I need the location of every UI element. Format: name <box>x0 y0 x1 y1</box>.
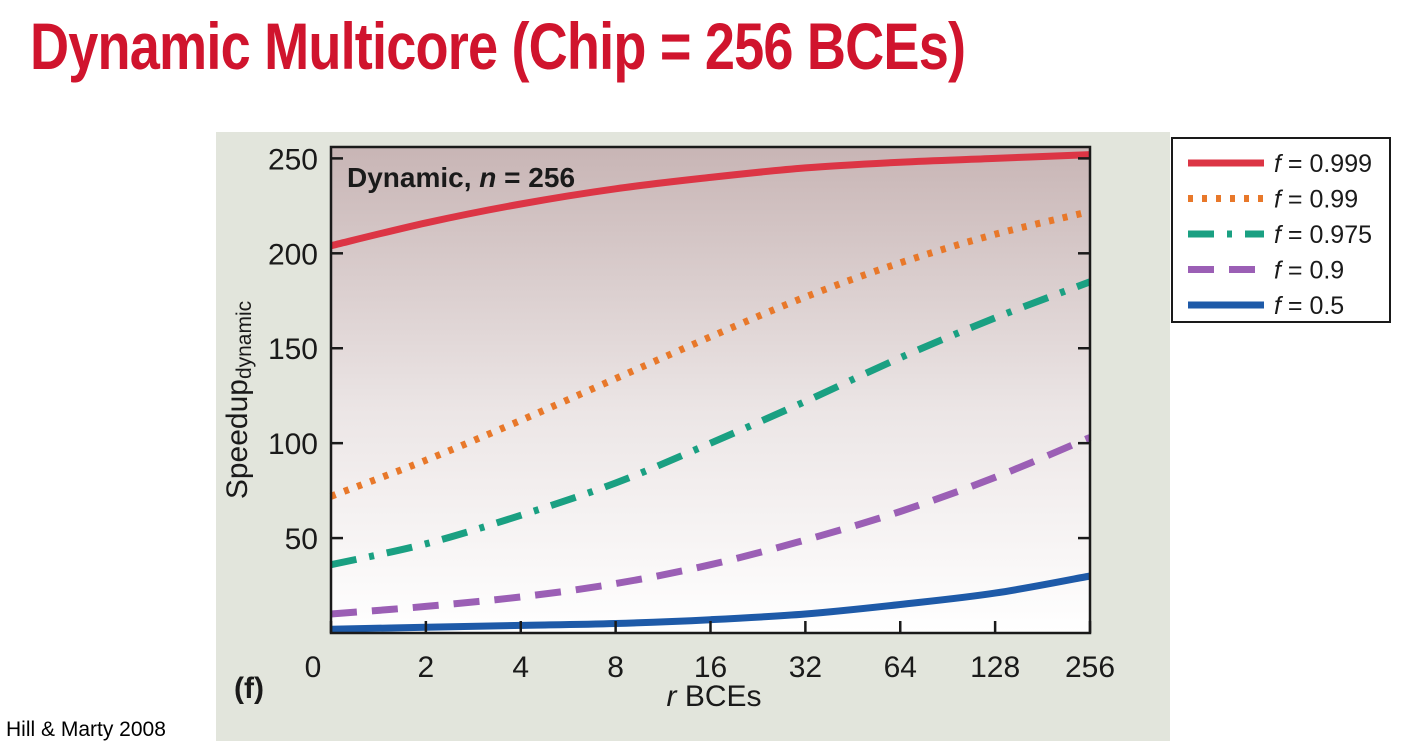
series-line-0 <box>330 151 1091 250</box>
y-tick-label-3: 200 <box>268 238 318 271</box>
panel-label: (f) <box>234 672 264 705</box>
legend-label-0: f = 0.999 <box>1274 150 1372 178</box>
legend: f = 0.999 f = 0.99 f = 0.975 f = 0.9 f = 0.5 <box>1171 137 1391 323</box>
annotation-prefix: Dynamic, <box>347 162 479 193</box>
legend-box <box>1171 137 1391 323</box>
y-tick-label-0: 50 <box>285 523 318 556</box>
annotation-suffix: = 256 <box>496 162 575 193</box>
y-tick-label-1: 100 <box>268 428 318 461</box>
x-tick-label-0: 0 <box>305 651 322 684</box>
legend-label-3: f = 0.9 <box>1274 257 1344 285</box>
x-axis-var: r <box>666 680 677 713</box>
x-tick-label-7: 128 <box>970 651 1020 684</box>
legend-label-2: f = 0.975 <box>1274 221 1372 249</box>
y-tick-label-2: 150 <box>268 333 318 366</box>
slide-title: Dynamic Multicore (Chip = 256 BCEs) <box>30 9 966 83</box>
x-axis-label: r BCEs <box>666 680 761 713</box>
x-tick-label-2: 4 <box>512 651 529 684</box>
y-axis-sub: dynamic <box>233 301 256 379</box>
y-tick-label-4: 250 <box>268 143 318 176</box>
plot-area <box>331 147 1090 633</box>
y-axis-ticks: 50 100 150 200 250 <box>268 143 1090 556</box>
legend-label-4: f = 0.5 <box>1274 292 1344 320</box>
x-axis-ticks: 0 2 4 8 16 32 64 128 256 <box>305 621 1115 684</box>
x-tick-label-3: 8 <box>607 651 624 684</box>
x-tick-label-6: 64 <box>884 651 917 684</box>
x-axis-text: BCEs <box>676 680 761 713</box>
y-axis-label: Speedupdynamic <box>221 301 256 499</box>
series-line-3 <box>330 434 1092 618</box>
series-line-1 <box>329 208 1091 500</box>
series-lines <box>329 151 1092 633</box>
x-tick-label-1: 2 <box>418 651 435 684</box>
annotation-var: n <box>479 162 496 193</box>
x-tick-label-5: 32 <box>789 651 822 684</box>
legend-label-1: f = 0.99 <box>1274 186 1358 214</box>
y-axis-main: Speedup <box>221 379 254 499</box>
series-line-2 <box>330 278 1092 569</box>
x-tick-label-4: 16 <box>694 651 727 684</box>
x-tick-label-8: 256 <box>1065 651 1115 684</box>
chart-annotation: Dynamic, n = 256 <box>347 162 575 193</box>
citation: Hill & Marty 2008 <box>6 718 166 741</box>
series-line-4 <box>330 572 1091 633</box>
